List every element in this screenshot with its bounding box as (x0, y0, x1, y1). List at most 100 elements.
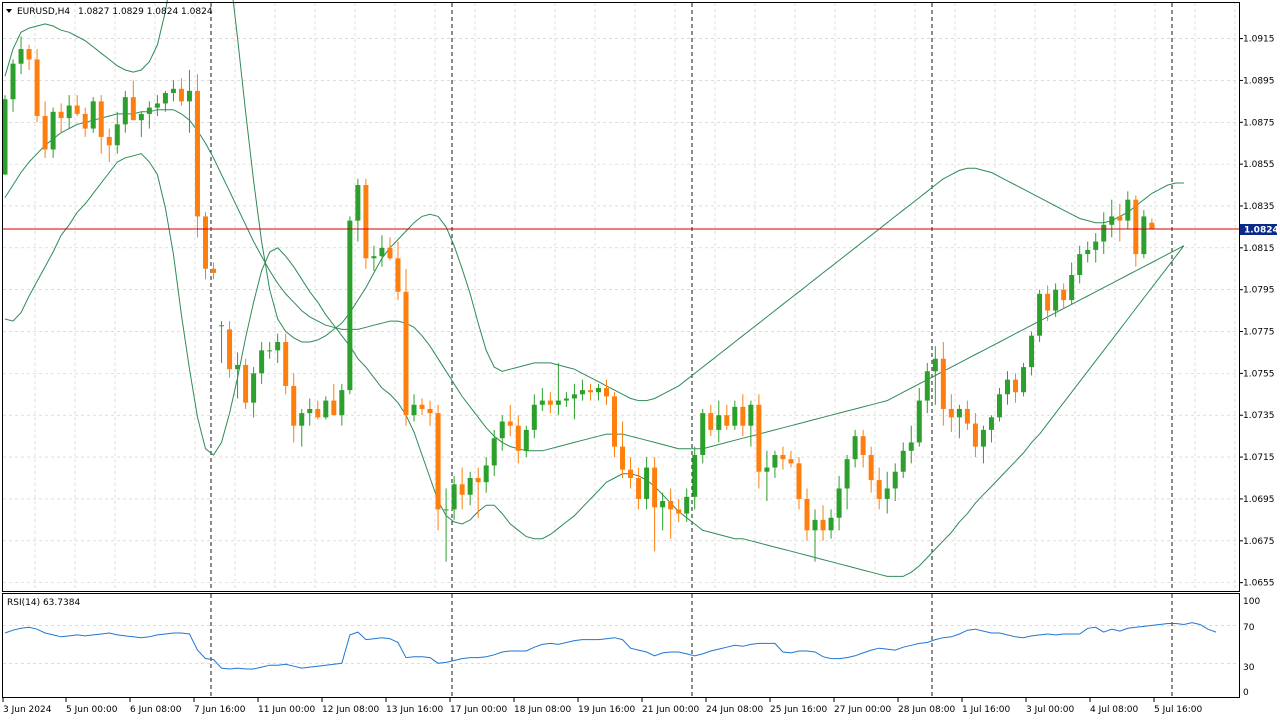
candle[interactable] (499, 415, 505, 451)
candle[interactable] (435, 404, 441, 531)
candle[interactable] (515, 415, 521, 464)
chart-header[interactable]: EURUSD,H4 1.0827 1.0829 1.0824 1.0824 (6, 7, 213, 17)
candle[interactable] (1053, 283, 1059, 317)
candle[interactable] (403, 268, 409, 426)
candle[interactable] (243, 358, 249, 409)
candle[interactable] (331, 383, 337, 416)
candle[interactable] (579, 379, 585, 401)
candle[interactable] (604, 379, 609, 405)
candle[interactable] (1077, 245, 1083, 284)
rsi-panel[interactable]: RSI(14) 63.7384 100 70 30 0 (0, 593, 1280, 698)
candle[interactable] (772, 450, 778, 479)
candle[interactable] (636, 467, 642, 510)
candle[interactable] (10, 59, 16, 112)
candle[interactable] (98, 95, 104, 154)
candle[interactable] (170, 80, 176, 102)
candle[interactable] (555, 362, 561, 416)
candle[interactable] (58, 103, 64, 133)
candle[interactable] (1117, 203, 1123, 242)
candle[interactable] (571, 383, 577, 420)
candle[interactable] (868, 446, 874, 493)
candle[interactable] (122, 90, 128, 133)
candle[interactable] (379, 235, 385, 267)
candle[interactable] (892, 463, 898, 502)
candle[interactable] (507, 404, 513, 437)
candle[interactable] (788, 450, 794, 468)
candle[interactable] (652, 457, 658, 552)
candle[interactable] (186, 69, 192, 133)
candle[interactable] (756, 394, 762, 489)
candle[interactable] (1093, 233, 1099, 263)
candle[interactable] (395, 241, 401, 301)
candle[interactable] (323, 396, 329, 420)
candle[interactable] (948, 394, 954, 432)
candle[interactable] (162, 90, 168, 112)
candle[interactable] (1125, 191, 1131, 229)
candle[interactable] (804, 488, 810, 541)
candle[interactable] (483, 457, 489, 493)
candle[interactable] (251, 367, 257, 418)
candle[interactable] (411, 394, 417, 422)
candle[interactable] (491, 429, 497, 476)
candle[interactable] (347, 216, 353, 395)
candle[interactable] (235, 352, 241, 399)
candle[interactable] (1029, 331, 1035, 376)
candle[interactable] (612, 392, 618, 458)
candle[interactable] (563, 392, 569, 407)
candle[interactable] (676, 498, 682, 522)
candle[interactable] (972, 413, 978, 458)
candle[interactable] (1101, 212, 1107, 255)
candle[interactable] (66, 95, 72, 129)
candle[interactable] (732, 400, 738, 430)
candle[interactable] (443, 488, 449, 562)
candle[interactable] (876, 467, 882, 510)
candle[interactable] (956, 404, 962, 439)
candle[interactable] (267, 341, 273, 359)
candle[interactable] (708, 404, 714, 437)
candle[interactable] (1037, 289, 1043, 342)
candle[interactable] (796, 457, 802, 510)
candle[interactable] (1109, 199, 1115, 238)
candle[interactable] (595, 383, 601, 401)
candle[interactable] (355, 178, 361, 242)
candle[interactable] (964, 400, 970, 430)
candle[interactable] (315, 400, 321, 420)
candle[interactable] (259, 341, 265, 384)
candle[interactable] (114, 111, 120, 154)
candle[interactable] (740, 394, 746, 437)
candle[interactable] (547, 392, 553, 414)
candle[interactable] (1085, 241, 1091, 263)
candle[interactable] (18, 36, 24, 75)
candle[interactable] (836, 475, 842, 531)
candle[interactable] (339, 383, 345, 426)
candle[interactable] (1141, 210, 1147, 259)
candle[interactable] (427, 400, 433, 426)
candle[interactable] (2, 95, 8, 175)
candle[interactable] (748, 400, 754, 447)
candle[interactable] (684, 488, 690, 522)
candle[interactable] (387, 237, 393, 261)
candle[interactable] (283, 333, 289, 395)
candle[interactable] (908, 425, 914, 464)
candle[interactable] (146, 101, 152, 129)
candle[interactable] (668, 488, 674, 539)
candle[interactable] (692, 446, 698, 510)
candle[interactable] (924, 362, 930, 414)
candle[interactable] (1149, 218, 1155, 229)
candle[interactable] (523, 425, 529, 458)
candle[interactable] (812, 509, 818, 562)
candle[interactable] (716, 400, 722, 443)
candle[interactable] (660, 492, 666, 531)
candle[interactable] (50, 107, 56, 158)
candle[interactable] (820, 505, 826, 541)
candle[interactable] (996, 388, 1002, 422)
candle[interactable] (154, 95, 160, 116)
candle[interactable] (34, 49, 40, 123)
candle[interactable] (628, 457, 634, 489)
candle[interactable] (539, 388, 545, 412)
candle[interactable] (844, 454, 850, 510)
candle[interactable] (1021, 362, 1027, 397)
price-chart[interactable]: 1.0915 1.0895 1.0875 1.0855 1.0835 1.0815 1.07… (0, 0, 1280, 593)
candle[interactable] (1061, 283, 1067, 309)
triangle-down-icon[interactable] (6, 9, 12, 13)
